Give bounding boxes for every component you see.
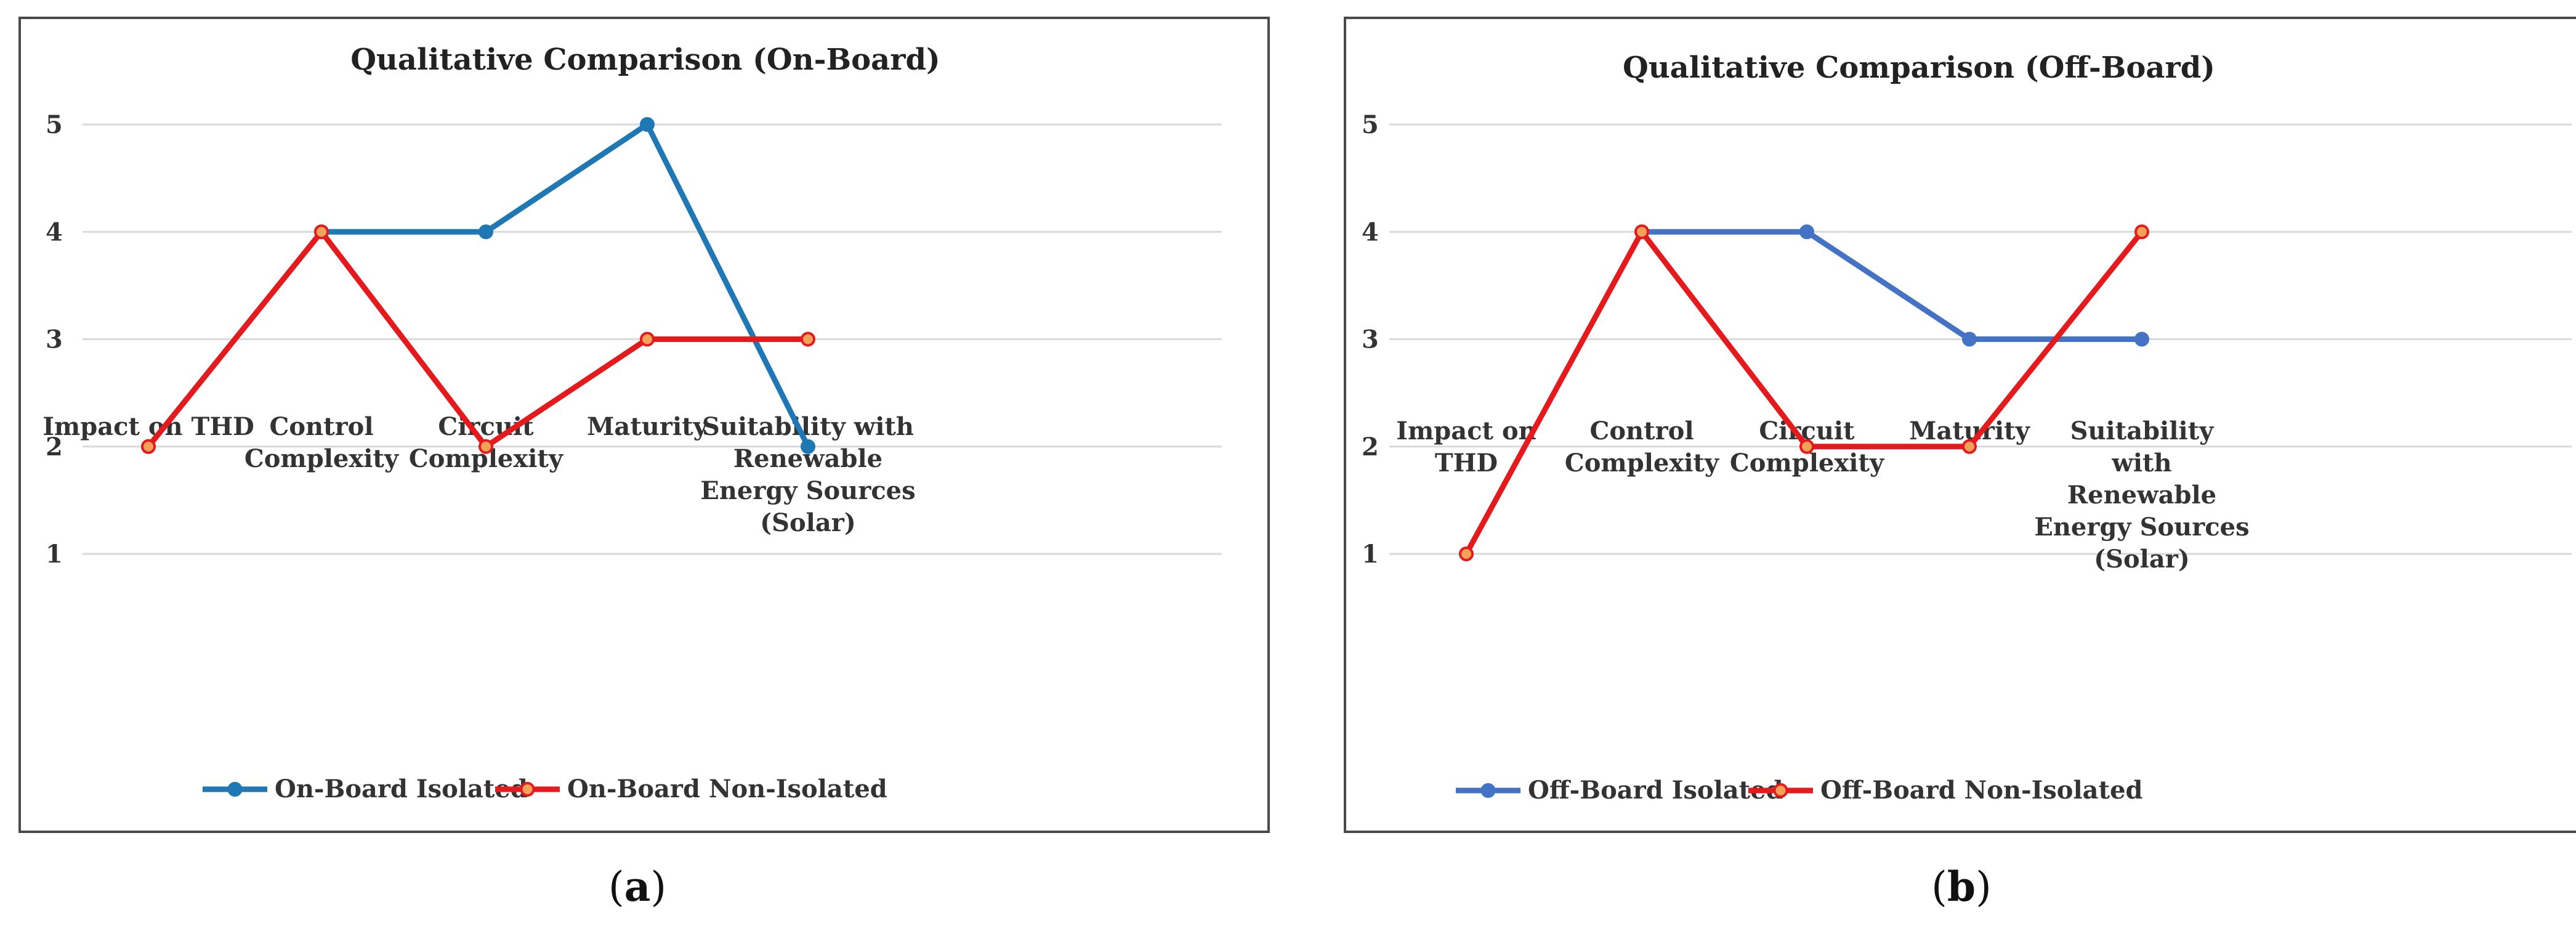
y-tick-label: 5 — [46, 110, 63, 139]
data-point — [802, 333, 814, 346]
x-category-label: Suitability with Renewable Energy Sources (S… — [2034, 417, 2249, 574]
data-point — [480, 226, 492, 238]
legend-label: Off-Board Isolated — [1528, 776, 1783, 805]
legend-item: On-Board Isolated — [203, 774, 528, 803]
legend-marker — [1775, 784, 1787, 797]
y-tick-label: 4 — [1362, 218, 1379, 246]
data-point — [1801, 226, 1813, 238]
legend-marker — [1482, 784, 1495, 797]
x-category-label: Suitability with Renewable Energy Sources(… — [700, 412, 915, 537]
y-tick-label: 1 — [46, 540, 63, 569]
data-point — [802, 441, 814, 453]
data-point — [641, 118, 653, 131]
legend-item: Off-Board Non-Isolated — [1748, 776, 2143, 805]
legend-item: On-Board Non-Isolated — [495, 774, 887, 803]
chart-title: Qualitative Comparison (On-Board) — [350, 43, 940, 77]
legend-label: Off-Board Non-Isolated — [1820, 776, 2143, 805]
x-category-label: Impact on THD — [42, 412, 254, 441]
chart-panel-on-board: Qualitative Comparison (On-Board) 1 2 3 4 5 Im… — [18, 17, 1270, 833]
legend-marker — [229, 783, 241, 795]
data-point — [1963, 441, 1976, 453]
y-tick-label: 2 — [1362, 433, 1379, 461]
y-tick-label: 3 — [46, 325, 63, 354]
legend-label: On-Board Non-Isolated — [567, 774, 887, 803]
chart-panel-off-board: Qualitative Comparison (Off-Board) 1 2 3 4 5 I… — [1344, 17, 2576, 833]
data-point — [2136, 333, 2148, 346]
x-category-label: Maturity — [587, 412, 709, 441]
y-tick-label: 4 — [46, 218, 63, 246]
data-point — [1963, 333, 1976, 346]
off-board-line-chart: Qualitative Comparison (Off-Board)12345I… — [1346, 19, 2576, 831]
data-point — [142, 441, 155, 453]
data-point — [480, 441, 492, 453]
data-point — [1801, 441, 1813, 453]
data-point — [2136, 226, 2148, 238]
series-line-isolated — [148, 124, 808, 447]
data-point — [1636, 226, 1648, 238]
data-point — [641, 333, 653, 346]
y-tick-label: 5 — [1362, 110, 1379, 139]
chart-title: Qualitative Comparison (Off-Board) — [1623, 51, 2215, 85]
series-line-non-isolated — [1466, 232, 2142, 554]
subfigure-caption-a: (a) — [608, 863, 666, 911]
x-category-label: Control Complexity — [244, 412, 400, 473]
caption-letter: b — [1947, 863, 1976, 911]
y-tick-label: 3 — [1362, 325, 1379, 354]
caption-letter: a — [624, 863, 651, 911]
legend-marker — [522, 783, 534, 795]
data-point — [1460, 548, 1472, 560]
legend-label: On-Board Isolated — [275, 774, 528, 803]
on-board-line-chart: Qualitative Comparison (On-Board)12345Im… — [21, 19, 1267, 831]
subfigure-caption-b: (b) — [1931, 863, 1992, 911]
legend-item: Off-Board Isolated — [1456, 776, 1783, 805]
data-point — [315, 226, 328, 238]
y-tick-label: 1 — [1362, 540, 1379, 569]
